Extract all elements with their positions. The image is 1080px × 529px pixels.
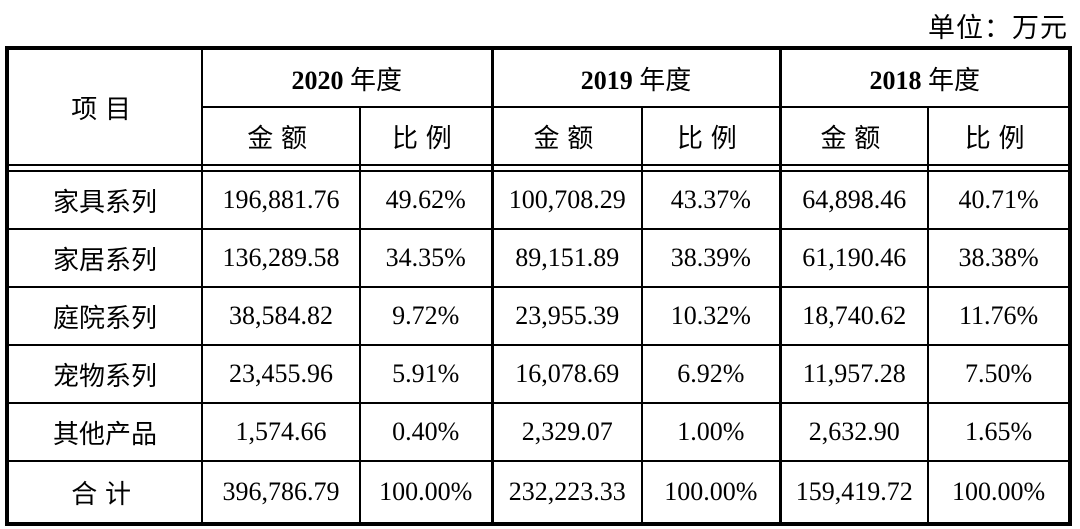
amount-cell: 196,881.76 [201, 170, 361, 230]
row-label: 庭院系列 [6, 286, 203, 346]
header-body-divider [6, 164, 1072, 172]
ratio-cell: 40.71% [927, 170, 1072, 230]
table-row: 家居系列 136,289.58 34.35% 89,151.89 38.39% … [6, 228, 1072, 288]
amount-cell: 89,151.89 [490, 228, 644, 288]
ratio-cell: 0.40% [358, 402, 494, 462]
divider-cell [6, 164, 203, 172]
row-label: 家具系列 [6, 170, 203, 230]
table-row: 宠物系列 23,455.96 5.91% 16,078.69 6.92% 11,… [6, 344, 1072, 404]
total-row: 合计 396,786.79 100.00% 232,223.33 100.00%… [6, 460, 1072, 525]
amount-cell: 18,740.62 [778, 286, 930, 346]
ratio-cell: 6.92% [641, 344, 782, 404]
ratio-cell: 49.62% [358, 170, 494, 230]
amount-cell: 2,632.90 [778, 402, 930, 462]
row-label: 其他产品 [6, 402, 203, 462]
ratio-cell: 1.65% [927, 402, 1072, 462]
total-ratio-cell: 100.00% [641, 460, 782, 525]
ratio-cell: 43.37% [641, 170, 782, 230]
divider-cell [927, 164, 1072, 172]
total-amount-cell: 232,223.33 [490, 460, 644, 525]
ratio-header-2020: 比例 [358, 106, 494, 166]
table-body: 家具系列 196,881.76 49.62% 100,708.29 43.37%… [6, 164, 1072, 525]
year-2019-number: 2019 [580, 65, 633, 95]
ratio-cell: 38.38% [927, 228, 1072, 288]
ratio-cell: 34.35% [358, 228, 494, 288]
header-row-years: 项目 2020 年度 2019 年度 2018 年度 [6, 47, 1072, 166]
table-row: 庭院系列 38,584.82 9.72% 23,955.39 10.32% 18… [6, 286, 1072, 346]
year-2018-suffix: 年度 [921, 65, 981, 95]
unit-label: 单位：万元 [928, 13, 1068, 43]
amount-cell: 38,584.82 [201, 286, 361, 346]
amount-header-2018: 金额 [778, 106, 930, 166]
divider-cell [490, 164, 644, 172]
row-label: 家居系列 [6, 228, 203, 288]
year-header-2019: 2019 年度 [490, 47, 782, 108]
ratio-cell: 5.91% [358, 344, 494, 404]
year-2018-number: 2018 [869, 65, 922, 95]
total-amount-cell: 396,786.79 [201, 460, 361, 525]
divider-cell [778, 164, 930, 172]
table-header: 项目 2020 年度 2019 年度 2018 年度 金额 比例 金额 比例 金… [6, 47, 1072, 166]
amount-cell: 23,455.96 [201, 344, 361, 404]
data-table: 项目 2020 年度 2019 年度 2018 年度 金额 比例 金额 比例 金… [5, 46, 1073, 526]
year-2020-suffix: 年度 [343, 65, 403, 95]
year-2020-number: 2020 [291, 65, 344, 95]
ratio-header-2018: 比例 [927, 106, 1072, 166]
amount-cell: 23,955.39 [490, 286, 644, 346]
amount-cell: 61,190.46 [778, 228, 930, 288]
ratio-cell: 11.76% [927, 286, 1072, 346]
ratio-cell: 1.00% [641, 402, 782, 462]
amount-header-2019: 金额 [490, 106, 644, 166]
header-row-subcolumns: 金额 比例 金额 比例 金额 比例 [7, 106, 1072, 166]
total-amount-cell: 159,419.72 [778, 460, 930, 525]
amount-header-2020: 金额 [201, 106, 361, 166]
divider-cell [201, 164, 361, 172]
total-ratio-cell: 100.00% [358, 460, 494, 525]
table-row: 其他产品 1,574.66 0.40% 2,329.07 1.00% 2,632… [6, 402, 1072, 462]
table-row: 家具系列 196,881.76 49.62% 100,708.29 43.37%… [6, 170, 1072, 230]
year-header-2020: 2020 年度 [200, 47, 494, 108]
amount-cell: 136,289.58 [201, 228, 361, 288]
total-ratio-cell: 100.00% [927, 460, 1072, 525]
amount-cell: 16,078.69 [490, 344, 644, 404]
amount-cell: 2,329.07 [490, 402, 644, 462]
row-label: 宠物系列 [6, 344, 203, 404]
ratio-cell: 7.50% [927, 344, 1072, 404]
ratio-cell: 38.39% [641, 228, 782, 288]
amount-cell: 11,957.28 [778, 344, 930, 404]
year-2019-suffix: 年度 [632, 65, 692, 95]
total-label: 合计 [6, 460, 203, 525]
amount-cell: 100,708.29 [490, 170, 644, 230]
divider-cell [358, 164, 494, 172]
ratio-cell: 10.32% [641, 286, 782, 346]
year-header-2018: 2018 年度 [778, 47, 1072, 108]
ratio-cell: 9.72% [358, 286, 494, 346]
divider-cell [641, 164, 782, 172]
item-header-cell: 项目 [6, 47, 203, 166]
amount-cell: 1,574.66 [201, 402, 361, 462]
ratio-header-2019: 比例 [641, 106, 782, 166]
amount-cell: 64,898.46 [778, 170, 930, 230]
